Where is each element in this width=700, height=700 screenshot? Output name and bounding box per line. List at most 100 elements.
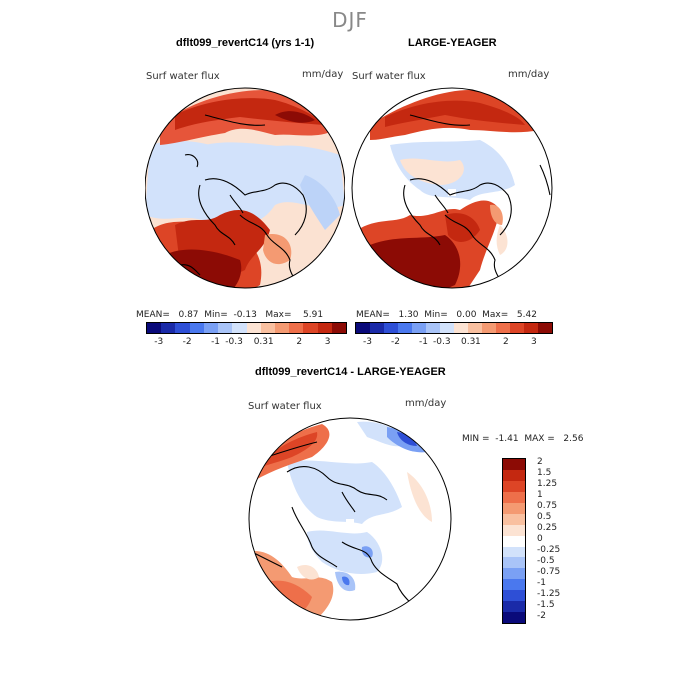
colorbar-swatch (503, 535, 525, 547)
colorbar-swatch (218, 323, 233, 333)
season-title: DJF (332, 8, 368, 32)
colorbar-swatch (454, 323, 468, 333)
colorbar-tick-label: 0 (537, 534, 543, 544)
colorbar-tick-label: -1.5 (537, 599, 555, 610)
colorbar-swatch (384, 323, 398, 333)
diff-colorbar-labels: 2 1.5 1.25 1 0.75 0.5 0.25 0 -0.25 -0.5 -0.75 -1 -1.… (530, 457, 590, 622)
colorbar-swatch (370, 323, 384, 333)
colorbar-swatch (303, 323, 318, 333)
colorbar-swatch (331, 323, 347, 333)
panel-right-title: LARGE-YEAGER (408, 37, 497, 49)
panel-left-stats: MEAN= 0.87 Min= -0.13 Max= 5.91 (136, 310, 324, 320)
colorbar-tick-label: -1 (537, 577, 546, 588)
colorbar-swatch (398, 323, 412, 333)
colorbar-tick-label: -0.75 (537, 566, 561, 577)
colorbar-tick-label: -3 (154, 337, 164, 347)
colorbar-swatch (503, 524, 525, 536)
colorbar-swatch (503, 612, 525, 624)
colorbar-swatch (503, 557, 525, 569)
colorbar-tick-label: -0.5 (537, 555, 555, 566)
panel-left-title: dflt099_revertC14 (yrs 1-1) (176, 37, 315, 49)
colorbar-swatch (147, 323, 162, 333)
colorbar-tick-label: -0.3 (225, 337, 243, 347)
colorbar-swatch (161, 323, 176, 333)
colorbar-swatch (260, 323, 275, 333)
panel-left-colorbar-labels: -3 -2 -1 -0.3 0.3 1 2 3 (146, 337, 345, 349)
map-region-arctic-low (287, 460, 402, 524)
panel-right-var-label: Surf water flux (352, 71, 426, 82)
panel-right-map (351, 87, 553, 289)
colorbar-tick-label: -2 (537, 610, 546, 621)
colorbar-swatch (538, 323, 552, 333)
colorbar-tick-label: 3 (324, 337, 331, 347)
colorbar-swatch (356, 323, 370, 333)
colorbar-tick-label: 1 (475, 337, 481, 347)
colorbar-swatch (232, 323, 247, 333)
colorbar-tick-label: 1.25 (537, 479, 558, 490)
colorbar-swatch (189, 323, 204, 333)
colorbar-swatch (503, 568, 525, 580)
colorbar-tick-label: 1 (537, 490, 543, 501)
colorbar-swatch (412, 323, 426, 333)
panel-right-colorbar (355, 322, 553, 334)
colorbar-tick-label: -2 (182, 337, 192, 347)
panel-left-map (145, 87, 345, 289)
diff-panel-var-label: Surf water flux (248, 401, 322, 412)
colorbar-swatch (524, 323, 538, 333)
colorbar-tick-label: -3 (363, 337, 372, 347)
colorbar-tick-label: -0.3 (433, 337, 451, 347)
colorbar-tick-label: 3 (531, 337, 537, 347)
colorbar-swatch (503, 579, 525, 591)
colorbar-swatch (503, 469, 525, 481)
colorbar-swatch (468, 323, 482, 333)
colorbar-swatch (203, 323, 219, 333)
map-coastlines (403, 114, 551, 286)
diff-panel-title: dflt099_revertC14 - LARGE-YEAGER (255, 366, 446, 378)
colorbar-swatch (503, 590, 525, 602)
diff-panel-stats: MIN = -1.41 MAX = 2.56 (462, 434, 584, 444)
panel-left-colorbar (146, 322, 347, 334)
colorbar-swatch (440, 323, 454, 333)
map-coastlines (179, 114, 307, 286)
map-pole-missing (346, 519, 354, 526)
colorbar-tick-label: 0.3 (461, 337, 476, 347)
colorbar-swatch (289, 323, 304, 333)
colorbar-tick-label: -0.25 (537, 544, 561, 555)
map-pole-missing (448, 189, 456, 196)
map-boundary (351, 87, 553, 289)
colorbar-swatch (503, 502, 525, 514)
colorbar-tick-label: 2 (503, 337, 509, 347)
colorbar-tick-label: 1.5 (537, 468, 552, 479)
colorbar-tick-label: 0.5 (537, 512, 552, 523)
colorbar-tick-label: 2 (537, 457, 543, 468)
diff-colorbar (502, 458, 526, 624)
colorbar-tick-label: 0.3 (253, 337, 269, 347)
colorbar-swatch (503, 601, 525, 613)
colorbar-swatch (496, 323, 510, 333)
colorbar-swatch (503, 459, 525, 470)
colorbar-swatch (274, 323, 290, 333)
colorbar-tick-label: -1 (211, 337, 221, 347)
panel-right-colorbar-labels: -3 -2 -1 -0.3 0.3 1 2 3 (355, 337, 551, 349)
panel-left-units: mm/day (302, 69, 344, 80)
panel-right-stats: MEAN= 1.30 Min= 0.00 Max= 5.42 (356, 310, 537, 320)
colorbar-swatch (510, 323, 524, 333)
colorbar-swatch (426, 323, 440, 333)
colorbar-swatch (503, 546, 525, 558)
colorbar-swatch (246, 323, 261, 333)
colorbar-tick-label: 0.75 (537, 501, 558, 512)
map-boundary (248, 417, 452, 621)
colorbar-tick-label: 2 (296, 337, 303, 347)
panel-left-var-label: Surf water flux (146, 71, 220, 82)
colorbar-swatch (503, 491, 525, 503)
diff-panel-units: mm/day (405, 398, 447, 409)
panel-right-units: mm/day (508, 69, 550, 80)
colorbar-tick-label: -1.25 (537, 588, 561, 599)
colorbar-swatch (317, 323, 332, 333)
colorbar-swatch (175, 323, 190, 333)
colorbar-tick-label: -2 (391, 337, 400, 347)
map-boundary (145, 87, 345, 289)
colorbar-tick-label: 1 (267, 337, 274, 347)
colorbar-swatch (482, 323, 496, 333)
diff-panel-map (248, 417, 452, 621)
